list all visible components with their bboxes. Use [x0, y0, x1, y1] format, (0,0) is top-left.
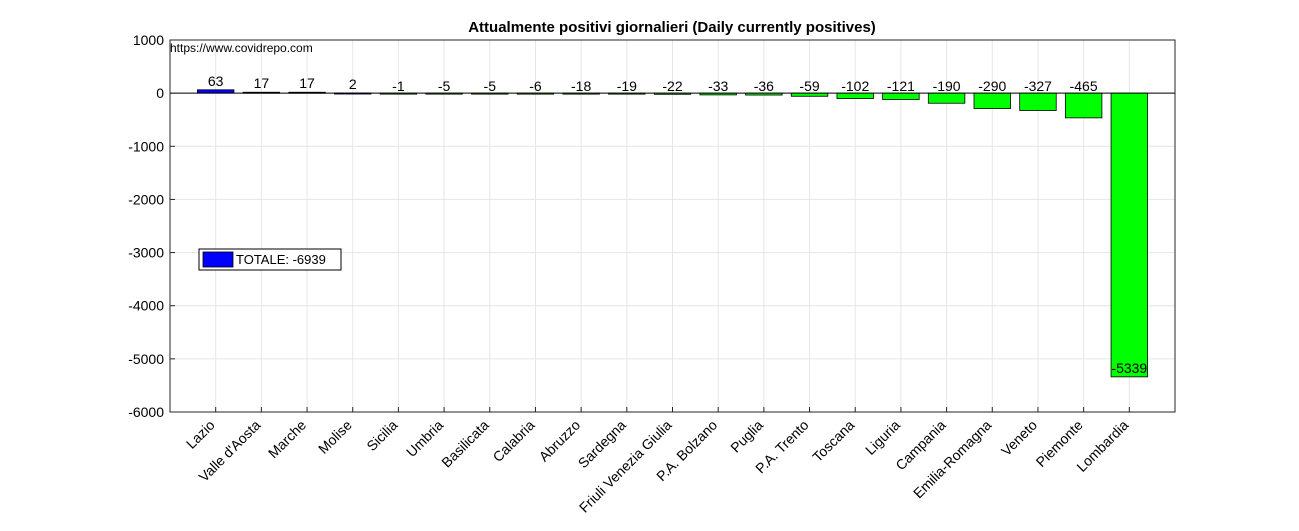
y-tick-label: 0 [156, 85, 164, 101]
y-tick-label: 1000 [133, 32, 164, 48]
value-label: -33 [708, 78, 728, 94]
value-label: -22 [662, 78, 682, 94]
bar [927, 92, 966, 104]
y-tick-label: -2000 [128, 191, 164, 207]
legend-swatch [202, 251, 234, 268]
legend-box [198, 248, 342, 271]
value-label: 63 [208, 73, 224, 89]
value-label: -5 [438, 78, 451, 94]
value-label: -5 [484, 78, 497, 94]
value-label: -36 [754, 78, 774, 94]
value-label: -59 [799, 78, 819, 94]
value-label: -19 [617, 78, 637, 94]
y-tick-label: -5000 [128, 351, 164, 367]
legend: TOTALE: -6939 [198, 248, 342, 271]
value-label: -190 [933, 78, 961, 94]
value-label: -121 [887, 78, 915, 94]
value-label: -327 [1024, 78, 1052, 94]
value-label: -465 [1070, 78, 1098, 94]
y-tick-label: -4000 [128, 298, 164, 314]
value-label: -1 [392, 78, 405, 94]
chart-title: Attualmente positivi giornalieri (Daily … [468, 19, 876, 36]
bar [1110, 92, 1148, 378]
y-tick-label: -1000 [128, 138, 164, 154]
value-label: 17 [299, 75, 315, 91]
bar [1019, 92, 1057, 111]
value-label: -290 [978, 78, 1006, 94]
bar [1064, 92, 1103, 119]
bar [197, 89, 235, 94]
value-label: 2 [349, 76, 357, 92]
bar [973, 92, 1011, 109]
legend-label: TOTALE: -6939 [236, 252, 326, 267]
y-tick-label: -6000 [128, 404, 164, 420]
value-label: -18 [571, 78, 591, 94]
value-label: -5339 [1111, 360, 1147, 376]
value-label: 17 [254, 75, 270, 91]
source-note: https://www.covidrepo.com [170, 41, 313, 55]
y-axis-ticks: 1000 0 -1000 -2000 -3000 -4000 -5000 -6000 [128, 32, 175, 420]
value-label: -102 [841, 78, 869, 94]
y-tick-label: -3000 [128, 245, 164, 261]
value-labels: 63 17 17 2 -1 -5 -5 -6 -18 -19 -22 -33 -36 -59 -102 -12… [208, 73, 1148, 376]
value-label: -6 [529, 78, 542, 94]
